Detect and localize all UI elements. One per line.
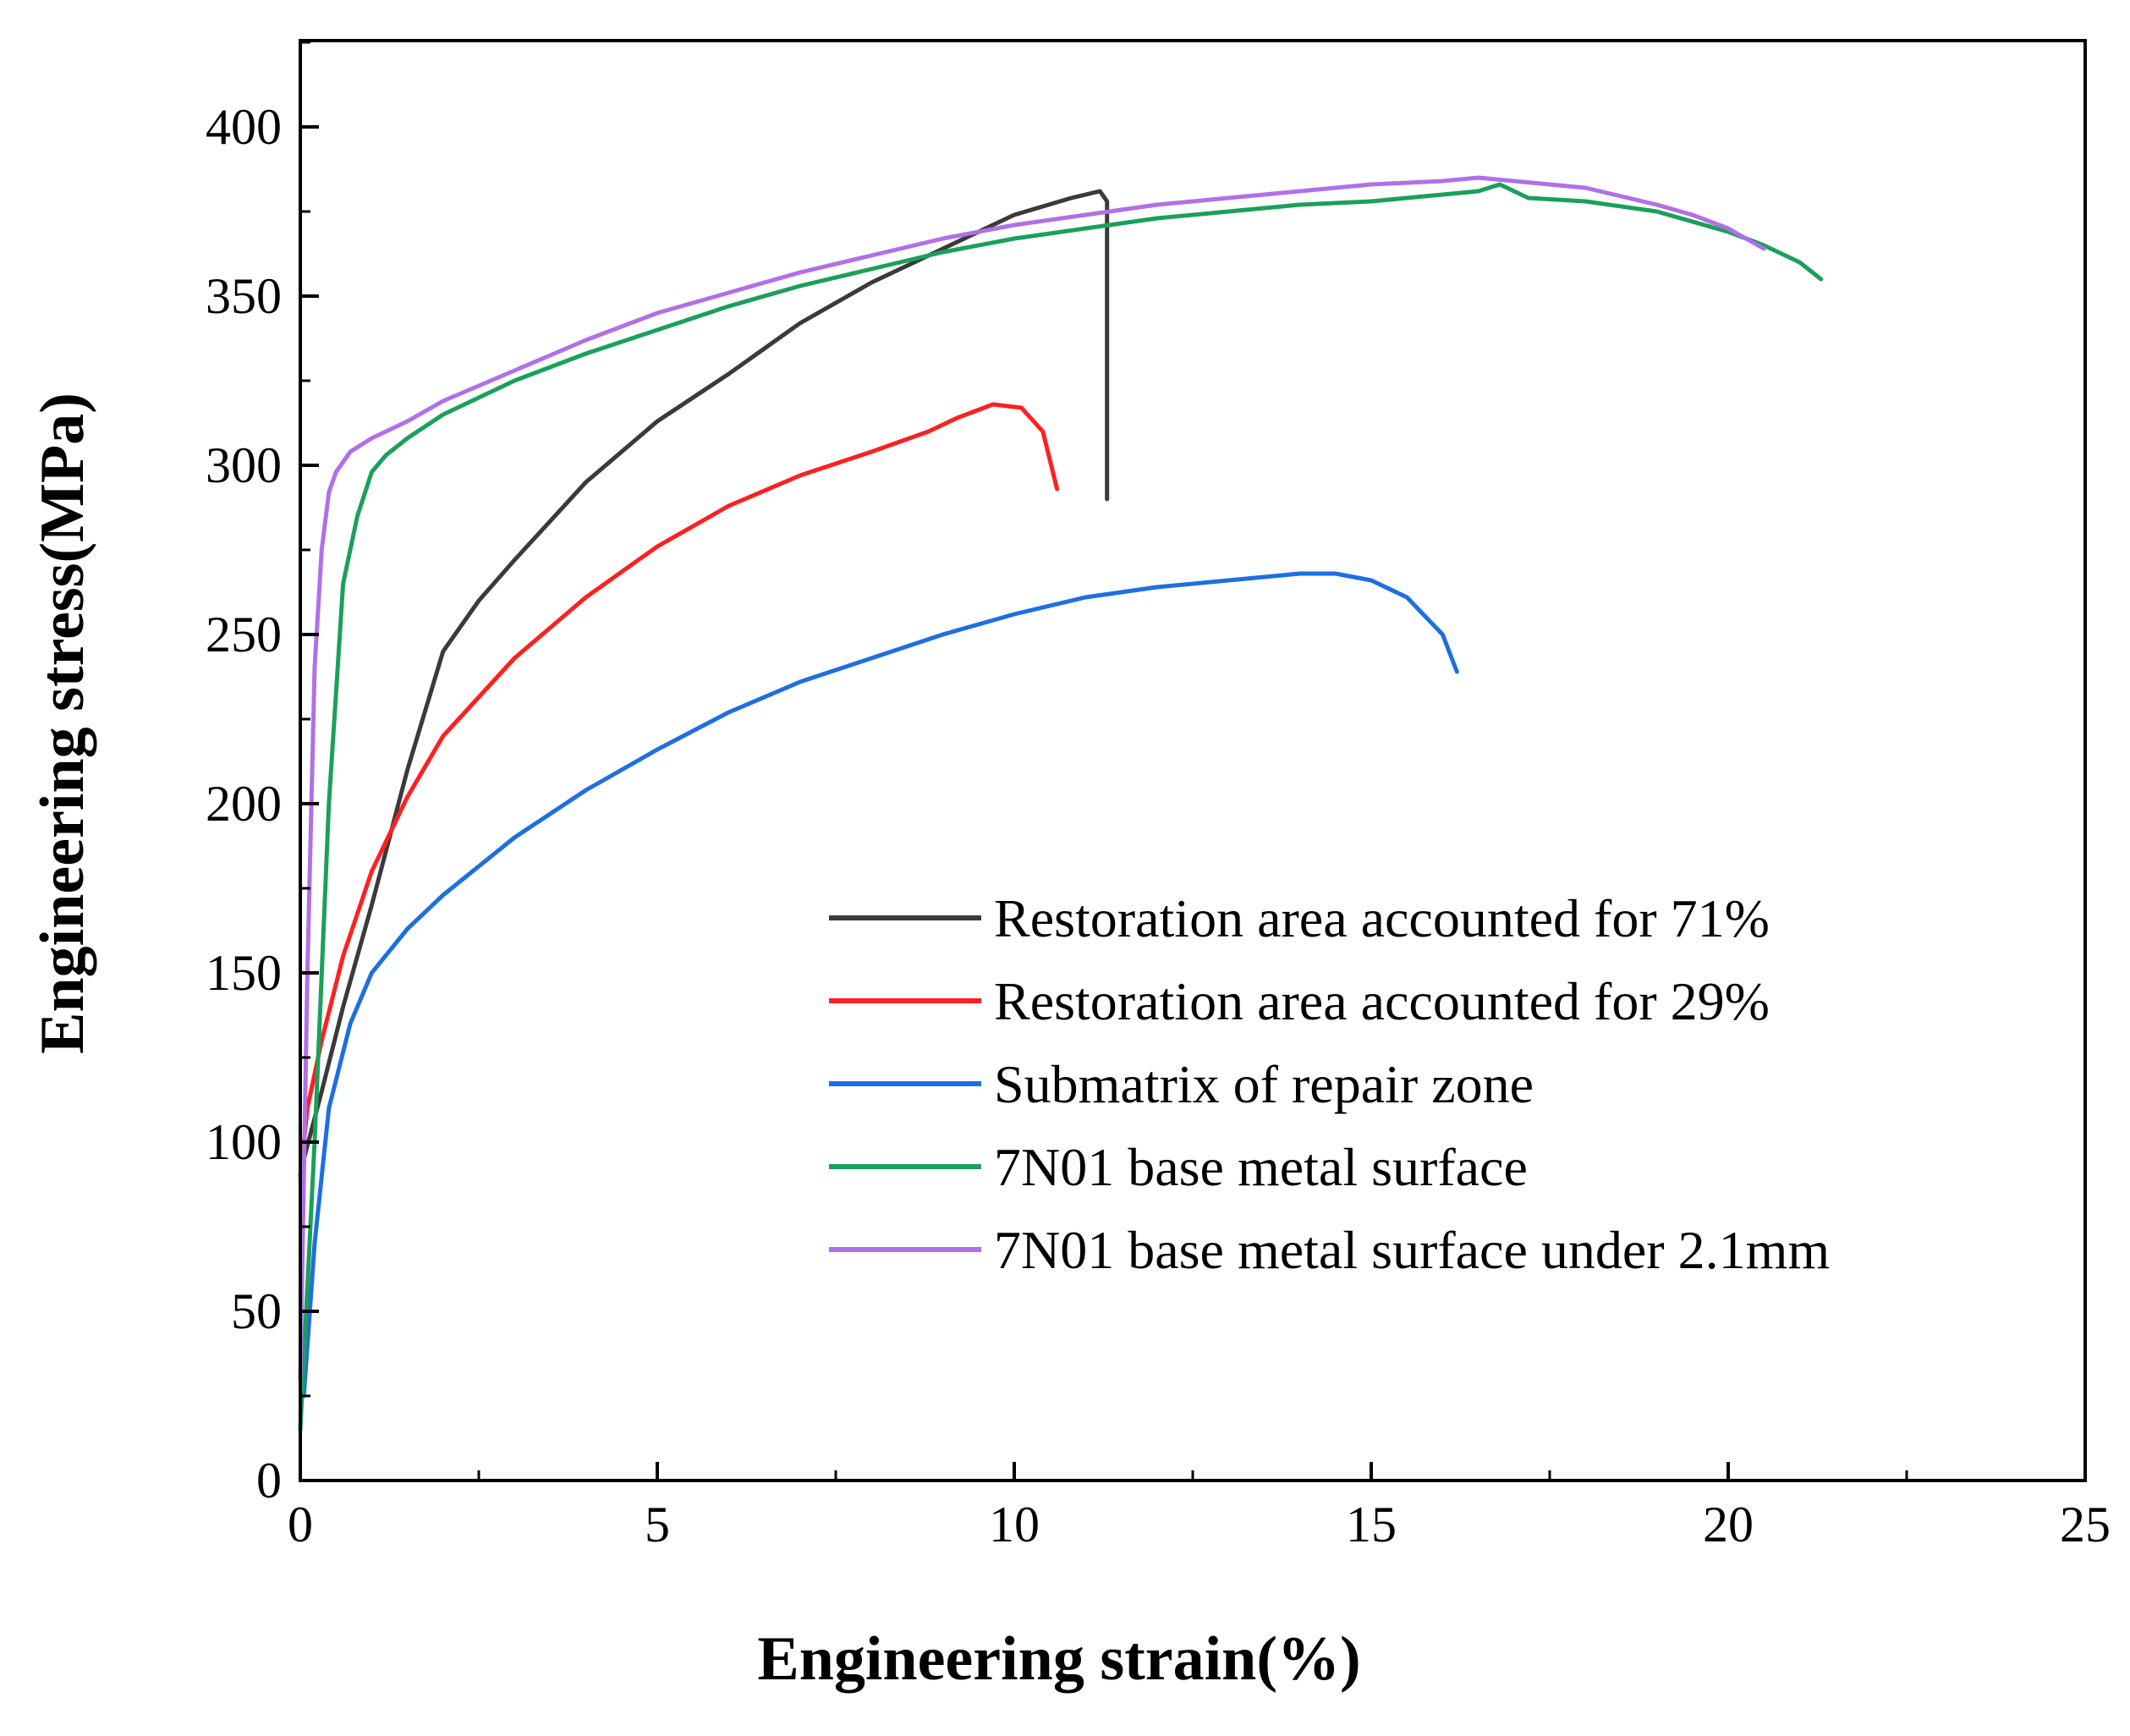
x-tick-label-10: 10 <box>989 1497 1040 1552</box>
y-tick-label-100: 100 <box>206 1114 282 1170</box>
y-tick-label-200: 200 <box>206 776 282 832</box>
x-tick-label-15: 15 <box>1346 1497 1397 1552</box>
y-tick-label-250: 250 <box>206 607 282 662</box>
legend-label-3: Submatrix of repair zone <box>994 1054 1534 1114</box>
series-line-5 <box>298 175 1766 1382</box>
x-tick-label-25: 25 <box>2060 1497 2111 1552</box>
legend: Restoration area accounted for 71% Restor… <box>829 888 1830 1280</box>
y-tick-label-0: 0 <box>256 1453 282 1508</box>
x-axis-title: Engineering strain(%) <box>757 1624 1360 1694</box>
y-tick-label-350: 350 <box>206 268 282 324</box>
y-tick-label-300: 300 <box>206 437 282 493</box>
plot-area <box>298 175 1824 1432</box>
legend-label-2: Restoration area accounted for 29% <box>994 971 1770 1031</box>
series-line-1 <box>301 189 1110 1162</box>
y-tick-label-400: 400 <box>206 99 282 155</box>
x-tick-label-20: 20 <box>1703 1497 1754 1552</box>
y-axis-title: Engineering stress(MPa) <box>28 393 97 1054</box>
legend-label-1: Restoration area accounted for 71% <box>994 888 1770 948</box>
y-tick-label-150: 150 <box>206 945 282 1001</box>
x-tick-label-5: 5 <box>645 1497 670 1552</box>
y-tick-label-50: 50 <box>231 1283 282 1339</box>
x-tick-label-0: 0 <box>288 1497 313 1552</box>
series-line-3 <box>301 571 1459 1398</box>
legend-label-4: 7N01 base metal surface <box>994 1137 1528 1197</box>
series-line-4 <box>298 182 1824 1432</box>
series-line-2 <box>298 402 1060 1178</box>
legend-label-5: 7N01 base metal surface under 2.1mm <box>994 1220 1830 1280</box>
